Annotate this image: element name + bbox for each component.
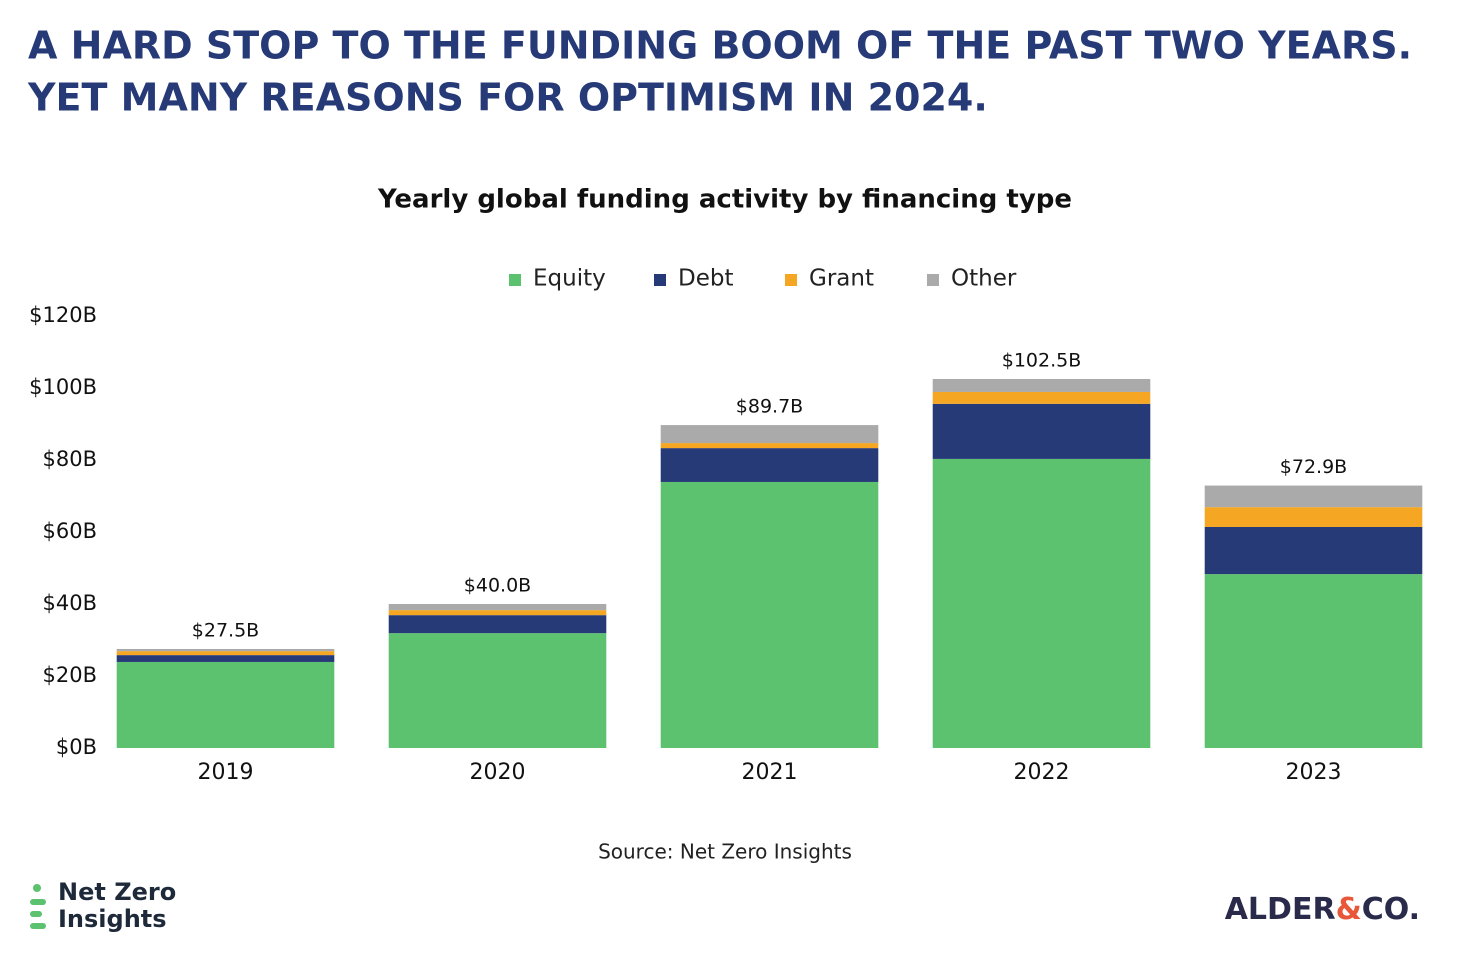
logo-text: Net Zero — [58, 878, 176, 906]
bar-segment — [660, 448, 879, 482]
chart-title: Yearly global funding activity by financ… — [377, 185, 1072, 215]
bar-segment — [660, 425, 879, 444]
bar-segment — [932, 403, 1151, 459]
logo-bar — [30, 911, 42, 917]
bar-segment — [1204, 485, 1423, 508]
legend-swatch — [785, 274, 797, 286]
logo-right: ALDER&CO. — [1225, 892, 1420, 927]
bar-segment — [932, 379, 1151, 392]
x-tick-label: 2022 — [1014, 760, 1070, 785]
y-tick-label: $60B — [43, 519, 98, 543]
logo-part: ALDER — [1225, 892, 1336, 927]
headline: A HARD STOP TO THE FUNDING BOOM OF THE P… — [28, 24, 1412, 68]
bar-segment — [116, 661, 335, 748]
x-tick-label: 2020 — [470, 760, 526, 785]
bar-segment — [1204, 574, 1423, 748]
y-tick-label: $100B — [29, 375, 97, 399]
logo-part: CO. — [1362, 892, 1420, 927]
total-label: $89.7B — [736, 396, 803, 418]
total-label: $102.5B — [1002, 350, 1082, 372]
x-tick-label: 2021 — [742, 760, 798, 785]
bar-segment — [660, 481, 879, 748]
y-tick-label: $80B — [43, 447, 98, 471]
bar-segment — [388, 610, 607, 616]
total-label: $40.0B — [464, 575, 531, 597]
legend-label: Debt — [678, 266, 733, 292]
bar-segment — [932, 391, 1151, 404]
bar-segment — [388, 615, 607, 634]
bar-segment — [388, 633, 607, 748]
bar-segment — [660, 443, 879, 449]
x-tick-label: 2019 — [198, 760, 254, 785]
logo-dot — [33, 884, 41, 892]
y-tick-label: $20B — [43, 663, 98, 687]
total-label: $72.9B — [1280, 456, 1347, 478]
source: Source: Net Zero Insights — [598, 840, 852, 864]
total-label: $27.5B — [192, 620, 259, 642]
legend-label: Grant — [809, 266, 874, 292]
headline: YET MANY REASONS FOR OPTIMISM IN 2024. — [27, 76, 988, 120]
y-tick-label: $0B — [56, 735, 97, 759]
logo-part: & — [1336, 892, 1362, 927]
bar-segment — [932, 458, 1151, 748]
legend-swatch — [654, 274, 666, 286]
legend-label: Equity — [533, 266, 606, 292]
logo-bar — [30, 899, 46, 905]
legend-swatch — [927, 274, 939, 286]
logo-text: Insights — [58, 905, 167, 933]
bar-segment — [116, 651, 335, 656]
logo-left: Net Zero Insights — [30, 878, 176, 933]
legend-label: Other — [951, 266, 1017, 292]
bar-segment — [116, 649, 335, 652]
bar-segment — [116, 655, 335, 662]
bar-segment — [1204, 507, 1423, 527]
bar-segment — [388, 604, 607, 611]
legend-swatch — [509, 274, 521, 286]
y-tick-label: $40B — [43, 591, 98, 615]
bar-segment — [1204, 526, 1423, 575]
x-tick-label: 2023 — [1286, 760, 1342, 785]
logo-bar — [30, 923, 46, 929]
y-tick-label: $120B — [29, 303, 97, 327]
